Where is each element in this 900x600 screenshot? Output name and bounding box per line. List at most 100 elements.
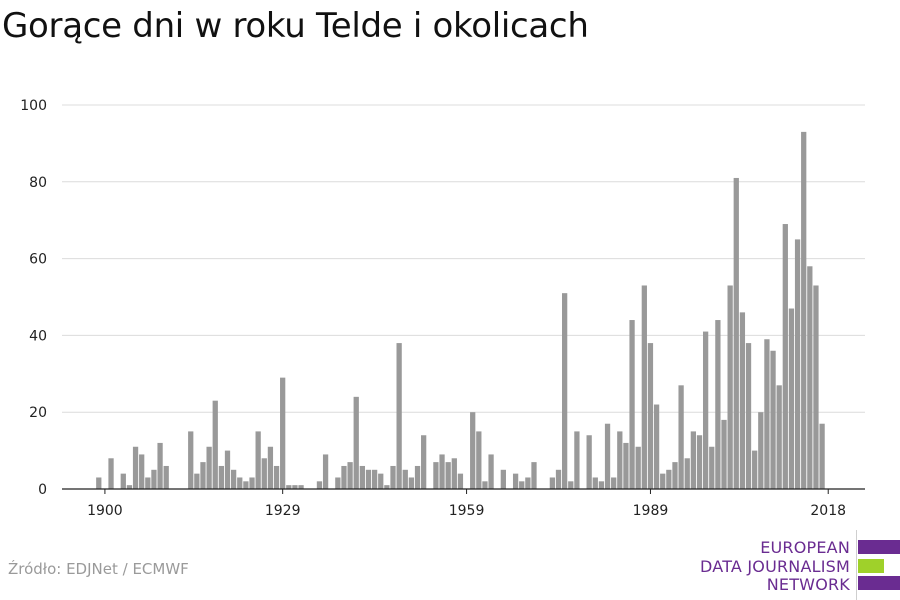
bar-1922 — [237, 477, 243, 489]
bar-1951 — [414, 465, 421, 489]
bar-1923 — [243, 481, 249, 489]
bar-2010 — [776, 385, 782, 489]
y-tick-labels: 0 20 40 60 80 100 — [20, 98, 47, 498]
bar-1941 — [353, 396, 359, 489]
bar-1992 — [666, 469, 672, 489]
bar-1960 — [470, 412, 476, 489]
bar-1903 — [120, 473, 126, 489]
x-tick-label: 1959 — [449, 503, 485, 519]
bar-1987 — [635, 446, 641, 489]
bar-1947 — [390, 465, 396, 489]
bar-1979 — [586, 435, 592, 489]
bar-2012 — [788, 308, 795, 489]
x-tick-label: 1900 — [87, 503, 123, 519]
bar-1962 — [482, 481, 488, 489]
bar-2001 — [721, 419, 727, 489]
bar-2007 — [758, 412, 764, 489]
bar-chart: 0 20 40 60 80 100 1900 1929 1959 1989 2018 — [20, 98, 865, 519]
bar-1998 — [702, 331, 709, 489]
bar-1899 — [96, 477, 102, 489]
bar-1944 — [371, 469, 378, 489]
bar-1957 — [451, 458, 457, 489]
bar-1940 — [347, 462, 353, 489]
logo-bar-green — [858, 559, 884, 573]
bar-1901 — [108, 458, 114, 489]
bar-1915 — [194, 473, 200, 489]
bar-1968 — [519, 481, 525, 489]
bar-1970 — [531, 462, 537, 489]
bar-1929 — [280, 377, 286, 489]
bar-2000 — [715, 320, 721, 489]
bar-1921 — [230, 469, 237, 489]
bar-1925 — [255, 431, 261, 489]
bar-1954 — [433, 462, 439, 489]
bar-1918 — [212, 400, 218, 489]
bar-1961 — [476, 431, 482, 489]
chart-title: Gorące dni w roku Telde i okolicach — [2, 6, 589, 46]
bar-1932 — [298, 485, 304, 489]
bar-1952 — [421, 435, 427, 489]
logo-text-network: NETWORK — [766, 575, 850, 594]
bar-1980 — [592, 477, 598, 489]
bar-2015 — [807, 266, 813, 489]
bar-1938 — [335, 477, 341, 489]
bar-2008 — [764, 339, 770, 489]
bar-1917 — [206, 446, 212, 489]
y-tick-label: 80 — [29, 175, 47, 191]
bar-1969 — [525, 477, 531, 489]
x-tick-label: 1929 — [265, 503, 301, 519]
logo-bar-purple-bottom — [858, 576, 900, 590]
bar-1909 — [157, 442, 163, 489]
bar-2014 — [801, 131, 807, 489]
bar-1948 — [396, 343, 402, 489]
bar-1914 — [188, 431, 194, 489]
bar-2017 — [819, 423, 825, 489]
y-tick-label: 20 — [29, 405, 47, 421]
bar-1945 — [378, 473, 384, 489]
edjnet-logo: EUROPEAN DATA JOURNALISM NETWORK — [700, 530, 900, 600]
y-tick-label: 0 — [38, 482, 47, 498]
bar-2016 — [813, 285, 819, 489]
bar-2011 — [782, 224, 788, 490]
bar-1904 — [126, 485, 133, 489]
bar-1930 — [286, 485, 292, 489]
x-tick-labels: 1900 1929 1959 1989 2018 — [87, 489, 846, 519]
bar-1955 — [439, 454, 445, 489]
bar-1986 — [629, 320, 635, 489]
bar-1907 — [145, 477, 151, 489]
bar-2013 — [794, 239, 801, 489]
y-tick-label: 100 — [20, 98, 47, 114]
bar-1997 — [696, 435, 703, 489]
y-tick-label: 60 — [29, 252, 47, 268]
bar-1996 — [690, 431, 697, 489]
logo-separator — [856, 530, 857, 600]
bar-2004 — [739, 312, 746, 489]
bar-2003 — [733, 177, 739, 489]
bar-1977 — [574, 431, 580, 489]
bar-1981 — [598, 481, 605, 489]
bar-1976 — [568, 481, 574, 489]
bar-1974 — [555, 469, 562, 489]
bar-1939 — [341, 465, 347, 489]
bar-1993 — [672, 462, 678, 489]
x-tick-label: 2018 — [810, 503, 846, 519]
bar-1975 — [562, 293, 568, 489]
bar-1924 — [249, 477, 255, 489]
bar-1989 — [647, 343, 654, 489]
bar-1906 — [139, 454, 145, 489]
bar-1926 — [261, 458, 267, 489]
bar-1931 — [292, 485, 298, 489]
bars — [96, 131, 825, 490]
bar-2005 — [745, 343, 752, 489]
bar-1985 — [623, 442, 629, 489]
bar-1967 — [512, 473, 519, 489]
bar-1984 — [617, 431, 623, 489]
bar-1946 — [384, 485, 390, 489]
bar-1990 — [653, 404, 660, 489]
bar-1920 — [224, 450, 231, 489]
bar-1943 — [365, 469, 372, 489]
source-note: Źródło: EDJNet / ECMWF — [8, 560, 189, 578]
bar-1994 — [678, 385, 684, 489]
bar-1956 — [445, 462, 451, 489]
bar-1999 — [709, 446, 715, 489]
